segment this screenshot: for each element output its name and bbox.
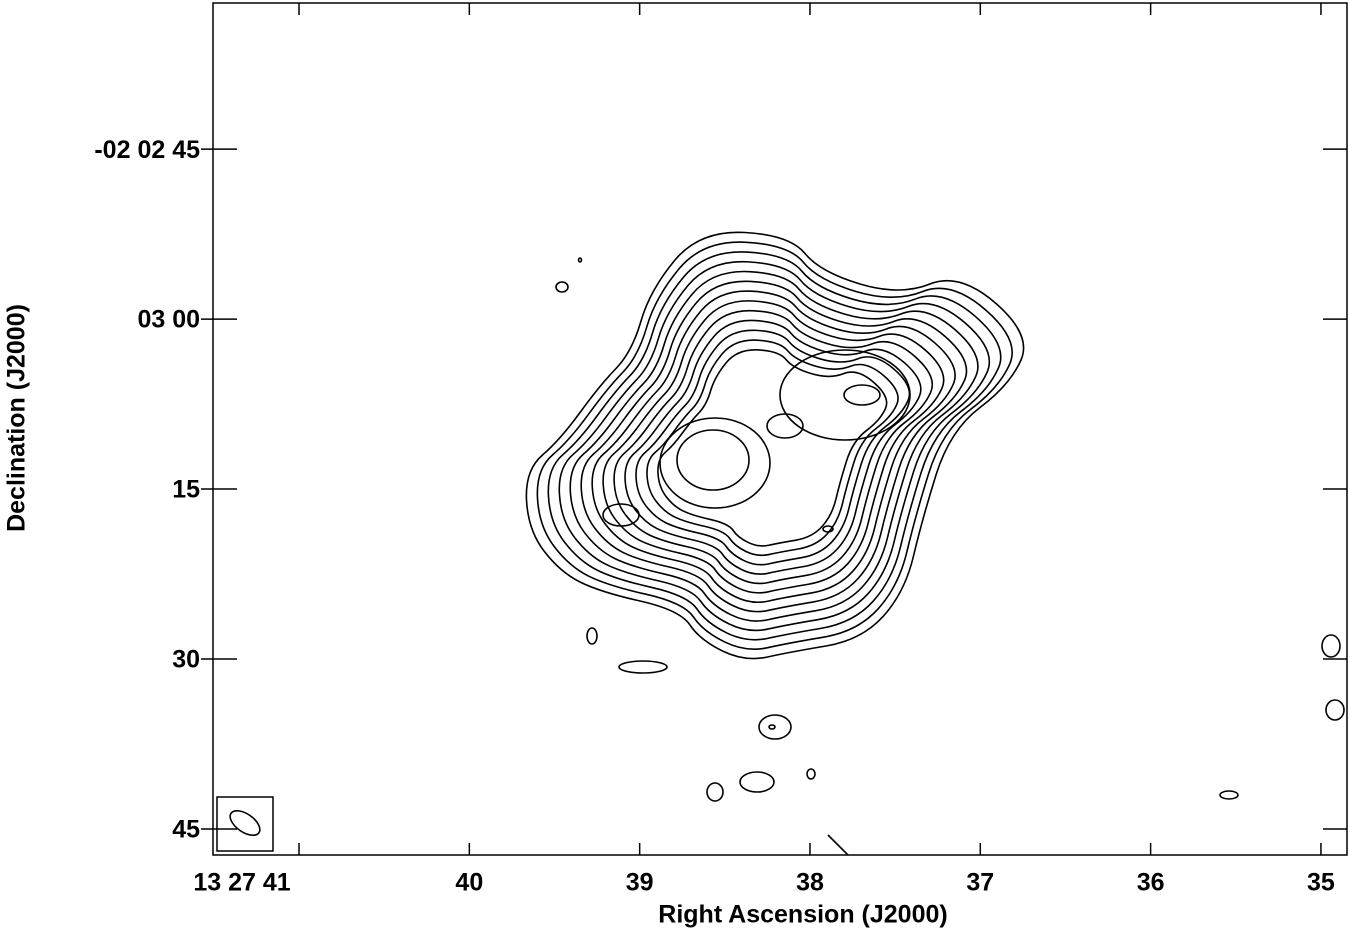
contour [766,413,804,439]
contour [646,339,899,557]
contour [706,782,724,802]
contour [676,429,750,491]
y-tick-label: -02 02 45 [94,136,200,164]
x-tick-label: 40 [455,869,483,897]
contour [591,290,956,604]
contour [586,627,598,645]
contour [827,834,849,856]
contour [558,260,991,632]
contour [555,281,569,293]
x-tick-label: 39 [626,869,654,897]
contour [577,257,583,263]
x-tick-label: 13 27 41 [193,869,290,897]
contour [657,349,888,547]
x-tick-label: 37 [966,869,994,897]
contour [602,300,945,594]
y-tick-label: 30 [172,646,200,674]
contour [843,384,881,406]
contour [1321,634,1341,658]
contour [569,270,979,622]
y-axis-label: Declination (J2000) [3,304,31,532]
y-tick-label: 03 00 [137,306,200,334]
x-axis-label: Right Ascension (J2000) [658,901,947,929]
contour [659,417,771,509]
contour [635,329,911,566]
contours [525,231,1345,856]
contour [806,768,816,780]
contour [1219,790,1239,800]
contour [618,660,668,674]
beam [229,809,261,837]
contour [580,280,968,613]
contour [525,231,1025,660]
x-tick-label: 35 [1307,869,1335,897]
x-tick-label: 38 [796,869,824,897]
contour [547,251,1002,641]
contour [613,309,934,585]
contour [1325,699,1345,721]
contour [536,241,1013,650]
beam-box [216,796,274,852]
x-tick-label: 36 [1137,869,1165,897]
contour [779,349,911,441]
contour [624,319,922,575]
plot-frame [212,2,1348,856]
contour [768,724,776,730]
contour [739,771,775,793]
y-tick-label: 15 [172,476,200,504]
contour [758,714,792,740]
y-tick-label: 45 [172,816,200,844]
